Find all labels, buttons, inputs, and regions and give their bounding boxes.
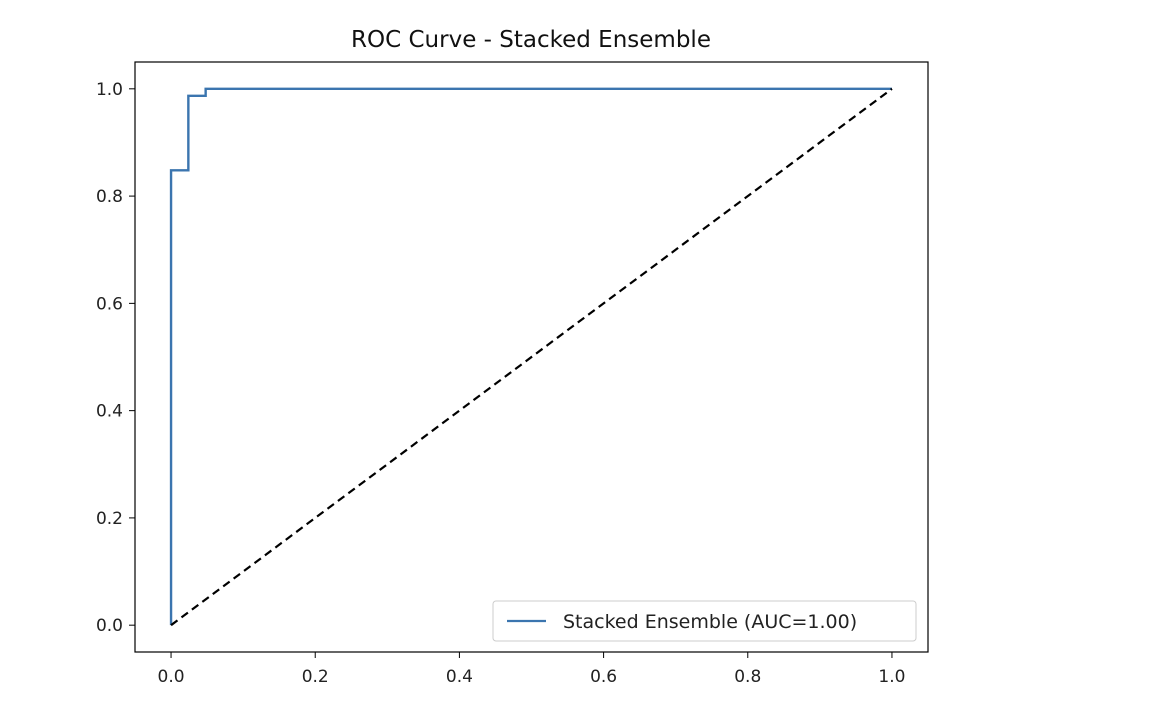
- y-tick-label: 0.4: [96, 402, 123, 422]
- x-tick-label: 1.0: [878, 667, 905, 687]
- y-axis: 0.0 0.2 0.4 0.6 0.8 1.0: [96, 80, 135, 636]
- legend: Stacked Ensemble (AUC=1.00): [492, 600, 917, 642]
- x-tick-label: 0.8: [734, 667, 761, 687]
- y-tick-label: 0.2: [96, 509, 123, 529]
- chance-diagonal-line: [170, 87, 893, 627]
- y-tick-label: 0.6: [96, 294, 123, 314]
- y-tick-label: 1.0: [96, 80, 123, 100]
- y-tick-label: 0.8: [96, 187, 123, 207]
- legend-box: [492, 600, 917, 642]
- x-tick-label: 0.0: [158, 667, 185, 687]
- plot-area: [134, 61, 929, 653]
- x-axis: 0.0 0.2 0.4 0.6 0.8 1.0: [158, 652, 905, 687]
- x-tick-label: 0.4: [446, 667, 473, 687]
- legend-label: Stacked Ensemble (AUC=1.00): [563, 611, 857, 633]
- axes-frame: [134, 61, 929, 653]
- x-tick-label: 0.2: [302, 667, 329, 687]
- series-layer: [169, 87, 893, 627]
- roc-curve-line: [169, 87, 892, 626]
- x-tick-label: 0.6: [590, 667, 617, 687]
- chart-title: ROC Curve - Stacked Ensemble: [351, 27, 711, 53]
- y-tick-label: 0.0: [96, 616, 123, 636]
